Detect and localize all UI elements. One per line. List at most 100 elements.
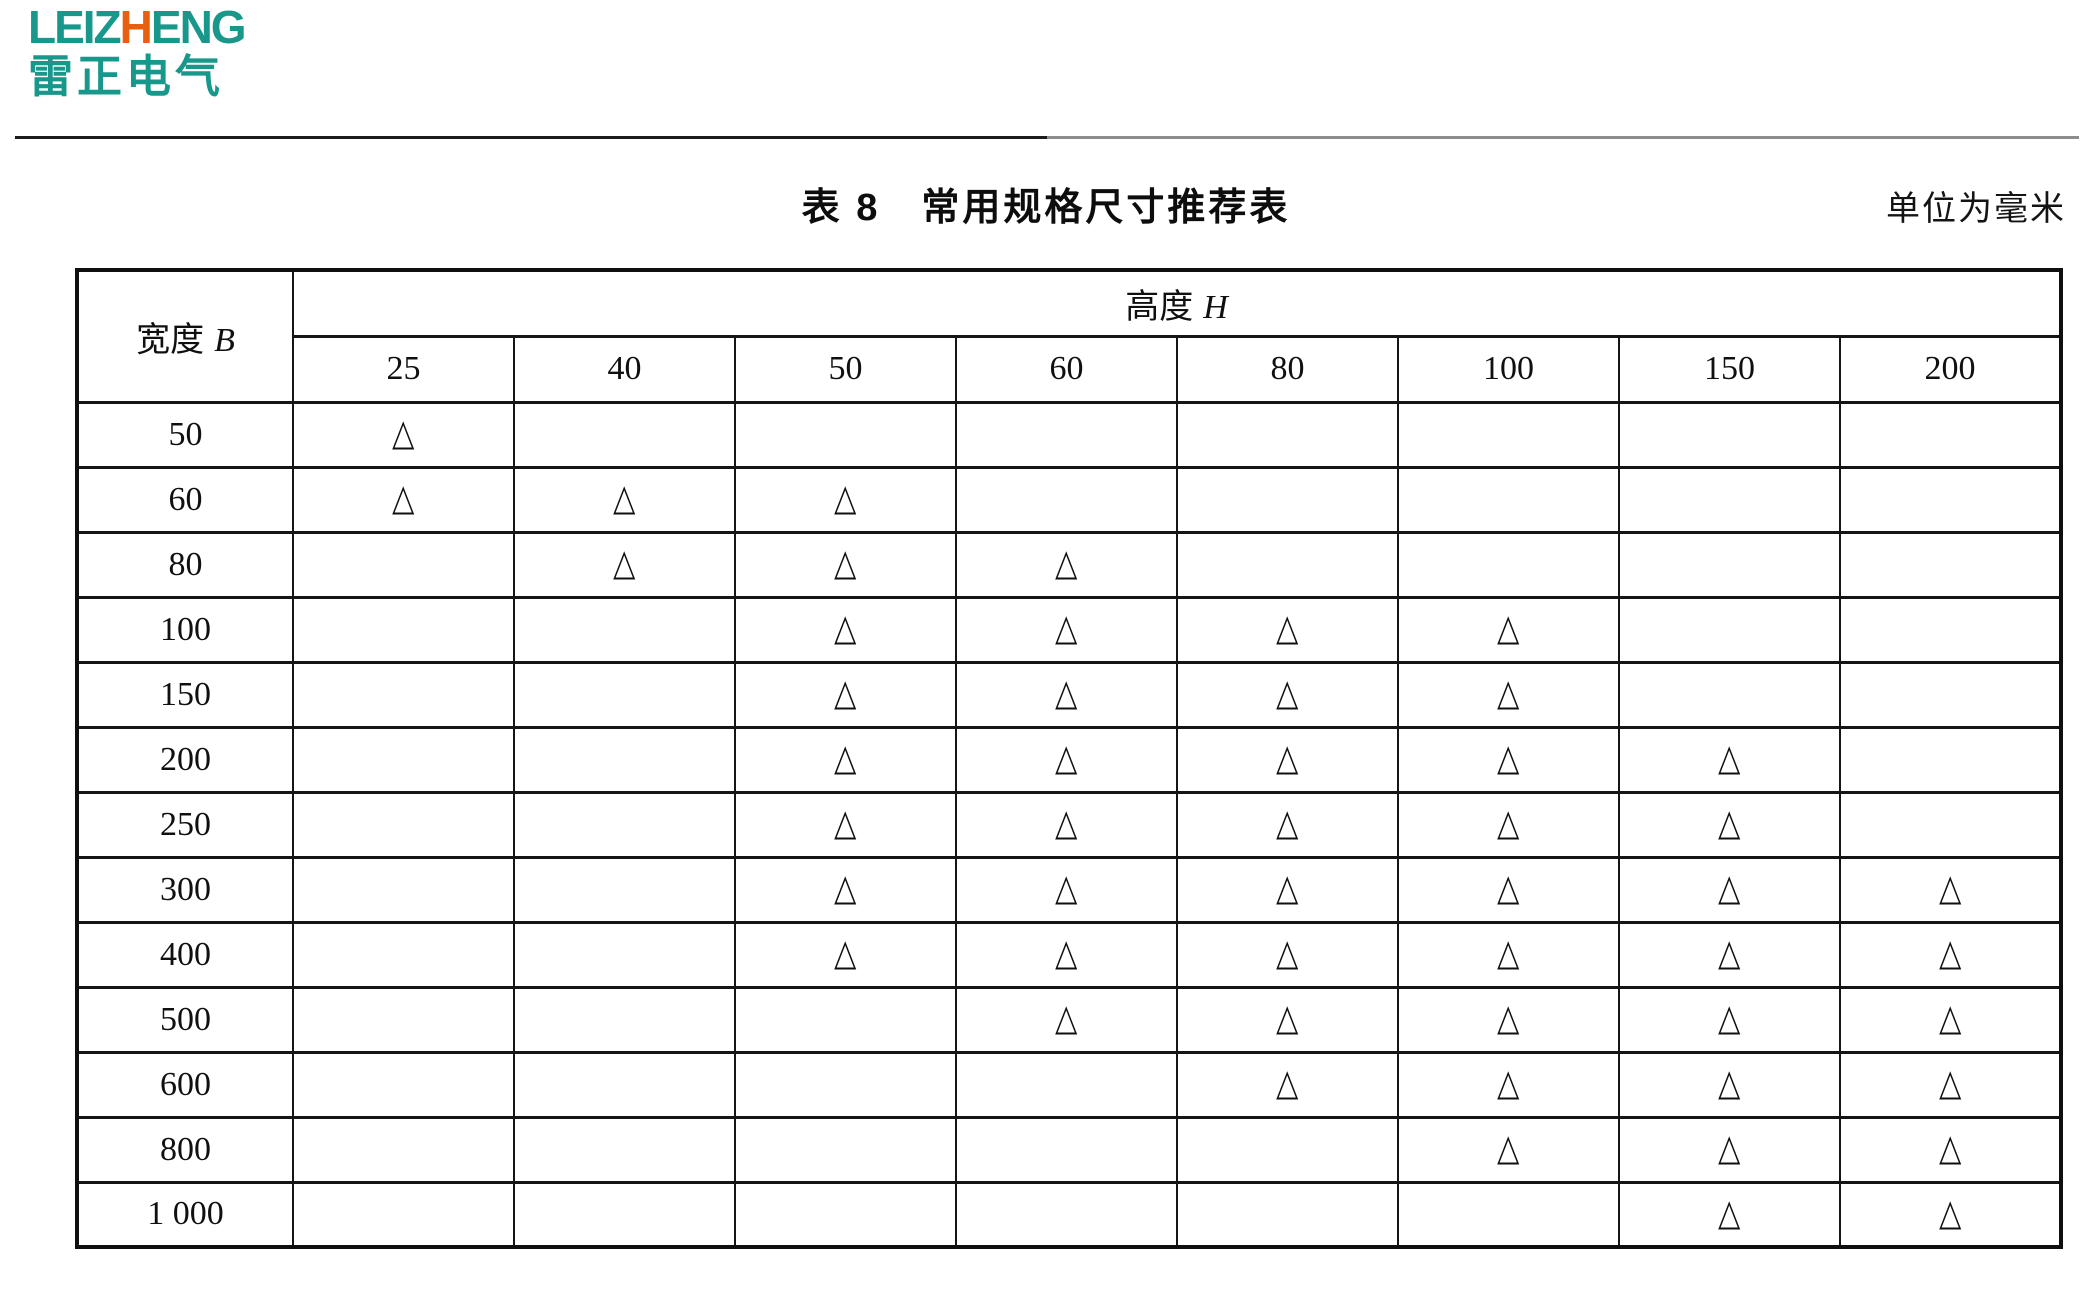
table-cell: △ [1838,1050,2063,1119]
triangle-icon: △ [1938,1063,1962,1104]
table-cell [1618,465,1841,534]
table-cell [1618,530,1841,599]
table-cell: △ [955,985,1178,1054]
triangle-icon: △ [1055,543,1078,584]
triangle-icon: △ [1276,803,1299,844]
table-cell: △ [292,465,515,534]
triangle-icon: △ [834,478,857,519]
table-row: 50 △ [76,400,2063,469]
table-cell: △ [1176,855,1399,924]
triangle-icon: △ [1497,738,1520,779]
table-cell: △ [734,725,957,794]
logo-wordmark: LEIZHENG [28,1,247,53]
triangle-icon: △ [1718,803,1741,844]
table-cell: △ [734,530,957,599]
table-cell [1176,400,1399,469]
table-cell [1838,725,2063,794]
table-row: 60 △ △ △ [76,465,2063,534]
table-cell [1838,400,2063,469]
row-label: 400 [76,920,294,989]
triangle-icon: △ [1497,1128,1520,1169]
table-row: 80 △ △ △ [76,530,2063,599]
table-cell [292,1050,515,1119]
table-cell: △ [1176,790,1399,859]
table-cell [955,1050,1178,1119]
corner-header-width-b: 宽度 B [76,268,294,404]
group-header-label: 高度 [1125,288,1194,326]
table-cell [513,1050,736,1119]
col-header-60: 60 [955,334,1178,404]
table-cell: △ [1618,1180,1841,1249]
table-cell [1838,530,2063,599]
triangle-icon: △ [1938,1128,1962,1169]
table-cell [955,1115,1178,1184]
triangle-icon: △ [1497,998,1520,1039]
table-cell: △ [1618,725,1841,794]
table-cell [513,400,736,469]
table-cell [513,1180,736,1249]
triangle-icon: △ [1276,608,1299,649]
table-cell [513,985,736,1054]
table-cell: △ [292,400,515,469]
table-cell: △ [955,790,1178,859]
group-header-row: 宽度 B 高度 H [76,268,2063,404]
triangle-icon: △ [1497,608,1520,649]
table-cell [513,725,736,794]
table-cell: △ [955,920,1178,989]
triangle-icon: △ [834,673,857,714]
triangle-icon: △ [1055,933,1078,974]
table-cell [513,1115,736,1184]
table-cell: △ [1838,1180,2063,1249]
triangle-icon: △ [1938,933,1962,974]
table-cell: △ [734,920,957,989]
table-cell [1838,660,2063,729]
row-label: 150 [76,660,294,729]
table-cell [513,660,736,729]
horizontal-divider [15,136,2079,139]
table-cell: △ [1618,985,1841,1054]
table-cell [955,400,1178,469]
table-cell: △ [1838,920,2063,989]
table-cell [292,985,515,1054]
triangle-icon: △ [1055,998,1078,1039]
table-row: 600 △ △ △ △ [76,1050,2063,1119]
table-cell: △ [734,790,957,859]
logo-wordmark-suffix: ENG [150,1,247,53]
row-label: 200 [76,725,294,794]
table-cell: △ [1618,855,1841,924]
triangle-icon: △ [1276,738,1299,779]
col-header-25: 25 [292,334,515,404]
table-cell [1618,595,1841,664]
table-cell [292,855,515,924]
table-cell [1397,1180,1620,1249]
table-row: 150 △ △ △ △ [76,660,2063,729]
table-cell [292,725,515,794]
table-cell [1397,400,1620,469]
triangle-icon: △ [834,803,857,844]
table-cell: △ [1397,660,1620,729]
table-cell: △ [1397,855,1620,924]
group-header-symbol: H [1203,288,1228,326]
table-cell [734,985,957,1054]
table-cell [955,1180,1178,1249]
triangle-icon: △ [1276,998,1299,1039]
triangle-icon: △ [1497,933,1520,974]
table-cell: △ [734,660,957,729]
triangle-icon: △ [1276,1063,1299,1104]
table-cell [1618,660,1841,729]
triangle-icon: △ [1718,933,1741,974]
table-cell [734,1050,957,1119]
table-cell [1838,465,2063,534]
logo-chinese-name: 雷正电气 [28,51,225,102]
triangle-icon: △ [613,543,636,584]
row-label: 300 [76,855,294,924]
triangle-icon: △ [834,868,857,909]
leizheng-logo: LEIZHENG 雷正电气 [28,1,247,102]
table-cell: △ [1397,985,1620,1054]
table-cell [292,1115,515,1184]
table-title: 表 8 常用规格尺寸推荐表 [801,187,1291,229]
table-cell [1176,465,1399,534]
row-label: 250 [76,790,294,859]
triangle-icon: △ [1055,868,1078,909]
triangle-icon: △ [1497,673,1520,714]
